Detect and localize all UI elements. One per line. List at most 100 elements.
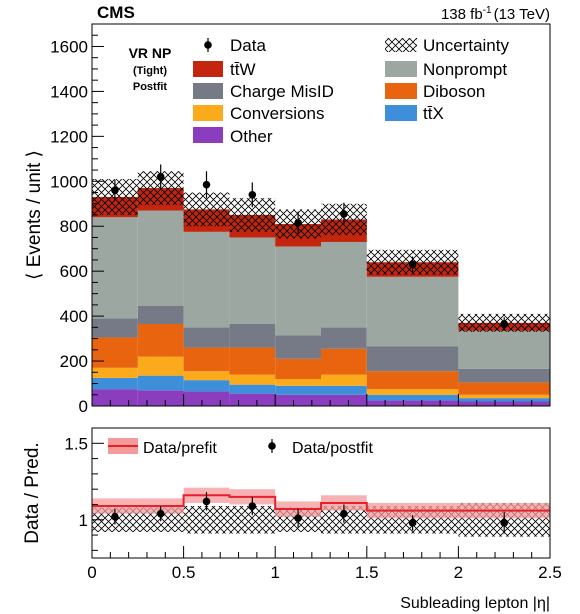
bar-charge-misid-bin-4 <box>229 323 276 348</box>
bar-other-bin-2 <box>137 390 184 406</box>
bar-nonprompt-bin-7 <box>366 276 459 347</box>
bar-tt-x-bin-7 <box>366 394 459 401</box>
xtick-label: 1 <box>270 563 279 582</box>
bar-charge-misid-bin-5 <box>275 335 321 359</box>
data-point-bin-7 <box>408 260 417 269</box>
postfit-point-bin-7 <box>408 519 417 527</box>
bar-other-bin-3 <box>183 391 230 406</box>
bar-other-bin-6 <box>321 394 367 406</box>
top-ylabel: ⟨ Events / unit ⟩ <box>24 150 45 280</box>
bar-charge-misid-bin-6 <box>321 327 367 349</box>
xtick-label: 2.5 <box>538 563 562 582</box>
bar-charge-misid-bin-8 <box>458 368 550 383</box>
data-point-bin-6 <box>340 210 348 218</box>
bar-diboson-bin-8 <box>458 382 550 395</box>
top-ytick-label: 1000 <box>50 172 88 191</box>
bar-diboson-bin-4 <box>229 347 276 375</box>
bar-diboson-bin-7 <box>366 371 459 390</box>
top-ytick-label: 1400 <box>50 82 88 101</box>
bar-tt-x-bin-2 <box>137 375 184 391</box>
bar-conversions-bin-2 <box>137 356 184 376</box>
bar-nonprompt-bin-5 <box>275 246 321 336</box>
bottom-ylabel: Data / Pred. <box>22 442 43 543</box>
legend-chargemisid-swatch <box>193 83 223 99</box>
bar-charge-misid-bin-3 <box>183 327 230 348</box>
postfit-point-bin-4 <box>248 502 257 510</box>
legend-uncertainty-swatch <box>385 38 417 52</box>
experiment-label: CMS <box>97 3 135 22</box>
bar-diboson-bin-1 <box>92 337 138 368</box>
bar-tt-x-bin-5 <box>275 385 321 395</box>
bar-conversions-bin-8 <box>458 394 550 399</box>
bar-other-bin-8 <box>458 401 550 406</box>
postfit-point-bin-8 <box>500 519 509 527</box>
bar-tt-x-bin-3 <box>183 380 230 392</box>
bar-other-bin-5 <box>275 394 321 406</box>
luminosity-label: 138 fb-1 (13 TeV) <box>441 5 550 23</box>
data-point-bin-8 <box>500 320 509 328</box>
bar-diboson-bin-2 <box>137 323 184 357</box>
bar-diboson-bin-5 <box>275 358 321 380</box>
top-ytick-label: 400 <box>60 307 88 326</box>
bar-nonprompt-bin-4 <box>229 237 276 324</box>
bar-conversions-bin-4 <box>229 374 276 385</box>
legend-conversions-label: Conversions <box>230 104 325 123</box>
data-point-bin-1 <box>111 186 119 195</box>
legend-prefit-label: Data/prefit <box>143 440 217 457</box>
bottom-panel-frame <box>91 427 551 559</box>
top-ytick-label: 1200 <box>50 127 88 146</box>
bar-nonprompt-bin-8 <box>458 330 550 369</box>
xtick-label: 2 <box>454 563 463 582</box>
bar-nonprompt-bin-1 <box>92 217 138 319</box>
bar-tt-x-bin-1 <box>92 377 138 390</box>
bar-conversions-bin-5 <box>275 379 321 386</box>
postfit-point-bin-1 <box>111 512 119 521</box>
legend-chargemisid-label: Charge MisID <box>230 82 334 101</box>
bottom-ytick-label: 1.5 <box>64 434 88 453</box>
bar-nonprompt-bin-2 <box>137 210 184 307</box>
legend-other-swatch <box>193 127 223 143</box>
bar-charge-misid-bin-7 <box>366 346 459 372</box>
bar-conversions-bin-7 <box>366 389 459 395</box>
data-point-bin-5 <box>294 219 302 227</box>
legend-data-marker <box>204 41 212 49</box>
bar-diboson-bin-6 <box>321 348 367 375</box>
bar-other-bin-4 <box>229 393 276 406</box>
top-ytick-label: 200 <box>60 352 88 371</box>
bar-conversions-bin-3 <box>183 371 230 381</box>
bar-other-bin-7 <box>366 400 459 406</box>
legend-uncertainty-label: Uncertainty <box>423 36 509 55</box>
bar-tt-x-bin-8 <box>458 398 550 402</box>
bar-charge-misid-bin-2 <box>137 306 184 324</box>
legend-other-label: Other <box>230 127 273 146</box>
legend-ttx-swatch <box>385 105 417 121</box>
legend-diboson-label: Diboson <box>423 82 485 101</box>
data-point-bin-3 <box>202 180 211 189</box>
xtick-label: 1.5 <box>355 563 379 582</box>
bar-conversions-bin-1 <box>92 367 138 378</box>
postfit-point-bin-6 <box>340 509 348 518</box>
region-label: VR NP <box>129 45 172 61</box>
legend-ttw-swatch <box>193 61 223 77</box>
bar-conversions-bin-6 <box>321 374 367 386</box>
bottom-legend: Data/prefit Data/postfit <box>108 438 373 457</box>
top-ytick-label: 600 <box>60 262 88 281</box>
xtick-label: 0 <box>87 563 96 582</box>
bar-other-bin-1 <box>92 389 138 406</box>
prefit-line <box>92 494 550 512</box>
legend-nonprompt-swatch <box>385 61 417 77</box>
region-selection-label: (Tight) <box>133 65 167 77</box>
bar-nonprompt-bin-6 <box>321 241 367 328</box>
legend-diboson-swatch <box>385 83 417 99</box>
legend-nonprompt-label: Nonprompt <box>423 60 507 79</box>
postfit-point-bin-2 <box>156 509 165 518</box>
data-point-bin-2 <box>156 173 165 181</box>
top-ytick-label: 0 <box>79 397 88 416</box>
bar-nonprompt-bin-3 <box>183 231 230 328</box>
legend-postfit-label: Data/postfit <box>292 440 373 457</box>
legend-ttw-label: tt̄W <box>230 60 256 79</box>
postfit-point-bin-5 <box>294 514 302 523</box>
bar-charge-misid-bin-1 <box>92 318 138 338</box>
top-legend: Data Uncertainty tt̄W Nonprompt Charge M… <box>193 36 509 146</box>
top-ytick-label: 1600 <box>50 37 88 56</box>
